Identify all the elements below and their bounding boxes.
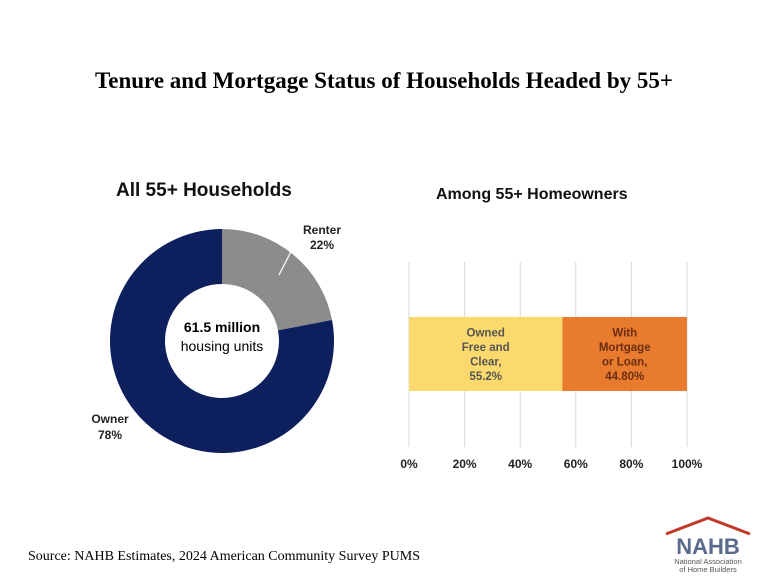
bar-segment-label: Clear, <box>470 356 501 368</box>
logo-roof-icon <box>665 516 751 536</box>
bar-segment-label: 55.2% <box>469 371 502 383</box>
bar-chart-title: Among 55+ Homeowners <box>436 186 628 203</box>
bar-segment-label: or Loan, <box>602 356 647 368</box>
bar-segment-2 <box>562 317 687 391</box>
x-tick-label: 100% <box>672 457 703 471</box>
bar-segment-label: Mortgage <box>599 342 651 354</box>
logo-tagline-2: of Home Builders <box>679 565 737 574</box>
renter-value-label: 22% <box>310 238 334 252</box>
renter-leader-line <box>278 237 299 276</box>
bar-segment-1 <box>409 317 563 391</box>
page-title: Tenure and Mortgage Status of Households… <box>95 68 673 93</box>
x-tick-label: 0% <box>400 457 418 471</box>
source-note: Source: NAHB Estimates, 2024 American Co… <box>28 549 420 564</box>
x-tick-label: 60% <box>564 457 588 471</box>
logo-wordmark: NAHB <box>676 534 740 559</box>
owner-label: Owner <box>91 412 129 426</box>
donut-center-value: 61.5 million <box>184 319 260 335</box>
donut-center-caption: housing units <box>181 338 264 354</box>
bar-segment-label: Free and <box>462 342 510 354</box>
owner-value-label: 78% <box>98 428 122 442</box>
donut-chart-title: All 55+ Households <box>116 180 292 201</box>
bar-segment-label: With <box>612 327 637 339</box>
x-tick-label: 80% <box>619 457 643 471</box>
bar-segment-label: 44.80% <box>605 371 644 383</box>
x-tick-label: 40% <box>508 457 532 471</box>
donut-slice-owner <box>110 229 334 453</box>
renter-label: Renter <box>303 223 341 237</box>
logo-tagline-1: National Association <box>674 557 742 566</box>
bar-segment-label: Owned <box>467 327 505 339</box>
donut-slice-renter <box>222 229 333 331</box>
x-tick-label: 20% <box>453 457 477 471</box>
nahb-logo: NAHB National Association of Home Builde… <box>665 516 751 574</box>
